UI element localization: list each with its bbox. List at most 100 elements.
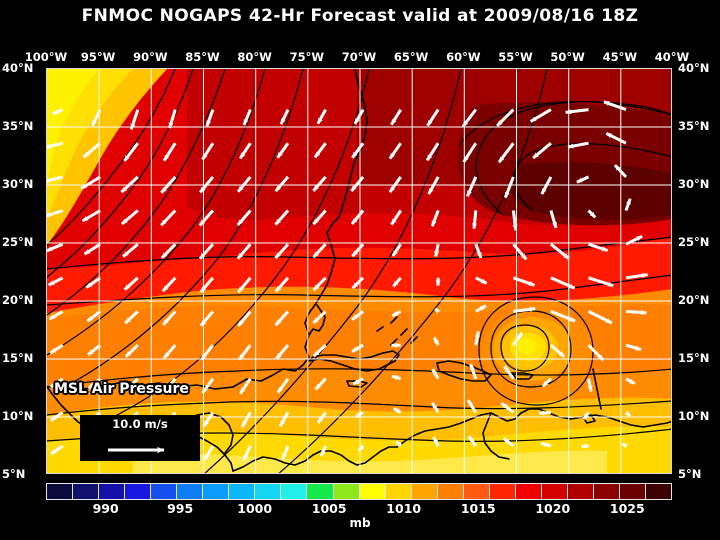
wind-vector [312,175,327,192]
wind-vector [624,410,632,418]
colorbar-cell [333,484,360,499]
colorbar-cell [489,484,516,499]
wind-vector-field [47,100,648,461]
wind-vector [281,445,290,460]
wind-vector [49,377,64,389]
wind-vector [85,276,102,289]
colorbar-cell [515,484,542,499]
wind-vector [124,310,139,325]
wind-vector [237,276,252,294]
lat-tick-label: 40°N [678,61,710,75]
wind-vector [279,108,290,125]
wind-vector [160,243,177,260]
colorbar-cell [47,484,74,499]
wind-vector [276,142,290,159]
wind-vector [532,142,552,160]
wind-vector [242,109,252,126]
lon-tick-label: 80°W [237,50,272,64]
wind-vector [624,198,632,212]
wind-vector [47,175,64,184]
colorbar-cell [255,484,282,499]
wind-vector [168,109,177,129]
wind-vector [588,276,614,288]
wind-vector [80,175,101,190]
wind-vector [427,176,440,195]
colorbar-cell [437,484,464,499]
wind-vector [47,141,64,149]
lon-tick-label: 100°W [24,50,68,64]
colorbar-tick-label: 1000 [237,501,273,516]
wind-vector [426,108,440,127]
lon-tick-label: 55°W [498,50,533,64]
wind-vector [198,209,215,227]
wind-vector [625,272,648,280]
wind-vector [432,436,440,447]
wind-vector [588,242,609,252]
wind-vector [199,276,215,294]
lat-tick-label: 15°N [2,351,34,365]
wind-vector [613,164,628,178]
wind-vector [351,343,364,353]
pressure-colorbar[interactable] [46,483,672,500]
lat-tick-label: 5°N [2,467,26,481]
wind-vector [198,243,215,260]
lon-tick-label: 75°W [289,50,325,64]
wind-vector [82,142,102,159]
lat-tick-label: 35°N [678,119,710,133]
wind-vector [549,210,558,229]
wind-vector [497,142,515,164]
coastlines [47,69,671,472]
wind-vector [603,100,627,112]
wind-vector [274,310,290,327]
wind-vector [474,331,480,346]
wind-vector [201,377,215,394]
colorbar-tick-label: 1025 [609,501,645,516]
wind-vector [238,142,252,160]
wind-vector [550,310,576,323]
wind-vector [352,377,364,386]
wind-vector [162,344,177,360]
colorbar-cell [203,484,230,499]
wind-vector [312,209,327,226]
map-canvas[interactable] [46,68,672,474]
wind-vector [391,310,402,318]
wind-vector [388,176,402,193]
lat-tick-label: 40°N [2,61,34,75]
wind-vector [351,142,365,159]
wind-vector [202,411,215,428]
wind-vector [312,310,327,325]
wind-vector [312,243,327,259]
wind-vector [274,175,290,193]
wind-vector [274,276,290,293]
wind-vector [466,176,478,197]
wind-vector [469,363,478,380]
wind-vector [549,343,566,358]
lat-tick-label: 25°N [2,235,34,249]
wind-vector [625,343,642,352]
colorbar-cell [646,484,672,499]
wind-vector [319,445,327,457]
wind-vector [48,276,64,287]
wind-vector [587,378,593,392]
wind-vector [48,310,64,321]
colorbar-cell [281,484,308,499]
lat-tick-label: 10°N [2,409,34,423]
wind-vector [587,310,613,325]
wind-vector [462,142,478,163]
wind-vector [162,310,177,326]
wind-vector [198,175,215,194]
wind-vector [87,377,102,390]
wind-vector [50,411,64,422]
lon-tick-label: 95°W [80,50,116,64]
wind-vector [353,108,365,125]
wind-vector [425,142,440,162]
colorbar-cell [151,484,178,499]
wind-vector [274,209,290,226]
wind-vector [237,310,252,327]
lat-tick-label: 25°N [678,235,710,249]
wind-vector [625,234,643,246]
wind-vector [50,444,64,456]
wind-vector [503,176,515,199]
wind-vector [512,276,535,287]
colorbar-cell [73,484,100,499]
